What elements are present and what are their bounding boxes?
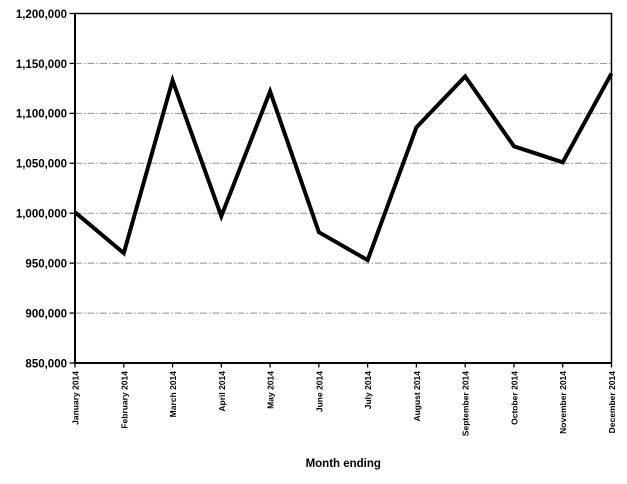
x-tick-label: July 2014	[363, 371, 373, 410]
x-tick-label: June 2014	[314, 371, 324, 412]
y-axis-labels: 850,000 900,000 950,000 1,000,000 1,050,000 1…	[16, 9, 67, 370]
y-tick-label: 900,000	[25, 308, 67, 320]
x-tick-label: November 2014	[558, 371, 568, 434]
y-tick-label: 1,050,000	[16, 159, 67, 171]
y-tick-label: 1,200,000	[16, 9, 67, 21]
y-axis-ticks	[69, 12, 75, 364]
y-tick-label: 850,000	[25, 358, 67, 370]
x-tick-label: January 2014	[71, 371, 81, 425]
x-axis-title: Month ending	[306, 458, 381, 470]
gridlines	[75, 62, 612, 314]
y-tick-label: 950,000	[25, 259, 67, 271]
x-tick-label: April 2014	[217, 371, 227, 412]
x-tick-label: March 2014	[168, 371, 178, 418]
y-tick-label: 1,100,000	[16, 109, 67, 121]
x-tick-label: December 2014	[607, 371, 617, 434]
y-tick-label: 1,000,000	[16, 209, 67, 221]
x-tick-label: May 2014	[266, 371, 276, 409]
x-tick-label: September 2014	[461, 371, 471, 436]
x-axis-ticks	[74, 363, 613, 368]
x-tick-label: August 2014	[412, 371, 422, 422]
x-axis-labels: January 2014 February 2014 March 2014 April…	[71, 371, 618, 436]
data-line-series	[73, 72, 614, 264]
x-tick-label: February 2014	[119, 371, 129, 429]
y-tick-label: 1,150,000	[16, 59, 67, 71]
x-tick-label: October 2014	[509, 371, 519, 425]
